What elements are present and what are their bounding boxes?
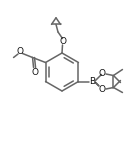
Text: B: B xyxy=(89,77,95,86)
Text: O: O xyxy=(31,68,38,77)
Text: O: O xyxy=(60,38,66,46)
Text: O: O xyxy=(99,69,106,78)
Text: O: O xyxy=(16,48,23,57)
Text: O: O xyxy=(99,85,106,94)
